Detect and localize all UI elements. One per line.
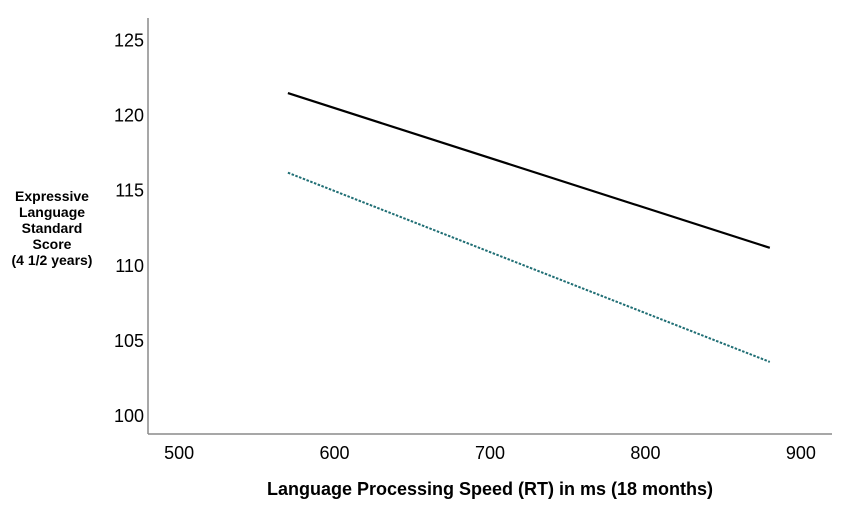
x-tick-label: 900: [786, 443, 816, 463]
x-tick-label: 800: [630, 443, 660, 463]
plot-area: [287, 92, 771, 363]
x-tick-label: 500: [164, 443, 194, 463]
y-tick-labels: 100 105 110 115 120 125: [114, 31, 144, 426]
y-axis-title-line: Expressive: [15, 188, 89, 204]
y-tick-label: 115: [115, 181, 144, 201]
y-tick-label: 100: [114, 406, 144, 426]
x-axis-title: Language Processing Speed (RT) in ms (18…: [267, 479, 713, 499]
y-tick-label: 105: [114, 331, 144, 351]
series-line-2: [287, 171, 771, 363]
x-tick-label: 700: [475, 443, 505, 463]
x-tick-labels: 500 600 700 800 900: [164, 443, 816, 463]
y-axis-title-line: Score: [33, 236, 72, 252]
y-tick-label: 120: [114, 106, 144, 126]
y-axis-title-line: Standard: [22, 220, 83, 236]
y-axis-title-line: (4 1/2 years): [12, 252, 93, 268]
y-tick-label: 110: [115, 256, 144, 276]
y-tick-label: 125: [114, 31, 144, 51]
x-tick-label: 600: [320, 443, 350, 463]
y-axis-title-line: Language: [19, 204, 85, 220]
series-line-1: [287, 92, 771, 249]
